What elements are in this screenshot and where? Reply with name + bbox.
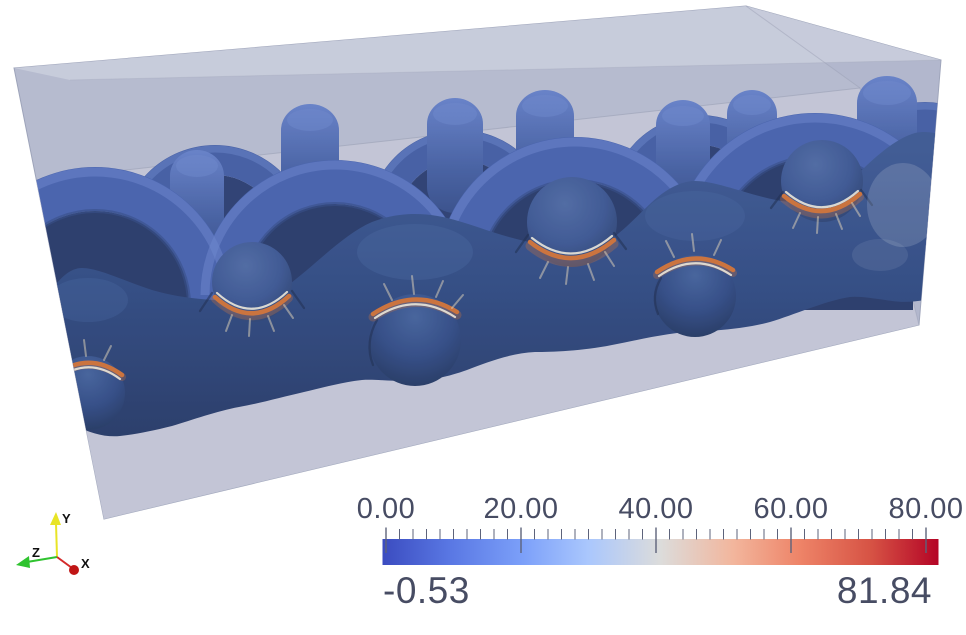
x-axis: X [56,556,90,575]
contact-fringe-rays [59,202,861,363]
colorbar-ticks [385,527,927,553]
z-axis: Z [16,545,58,568]
yarn-sheen [852,163,939,271]
colorbar-tick-label-2: 40.00 [618,493,693,525]
colorbar-max-label: 81.84 [837,570,932,611]
y-axis: Y [50,511,71,558]
colorbar-tick-label-0: 0.00 [357,493,415,525]
y-axis-label: Y [62,511,71,526]
y-axis-arrow-icon [50,512,61,525]
x-axis-arrow-icon [69,565,79,575]
colorbar-min-label: -0.53 [383,570,470,611]
dome-caps [176,81,911,177]
box-front-top-edge [69,59,942,81]
box-front-face-glass [14,6,941,519]
colorbar-tick-label-4: 80.00 [888,493,963,525]
z-axis-arrow-icon [16,556,30,568]
x-axis-label: X [81,556,90,571]
z-axis-label: Z [32,545,40,560]
orientation-axes-widget: Y Z X [16,511,90,575]
warp-lobes-below [51,255,736,430]
front-weft-yarn [46,132,941,437]
woven-yarn-assembly [14,76,941,437]
color-legend[interactable]: 0.00 20.00 40.00 60.00 80.00 -0.53 81.84 [357,493,964,611]
colorbar-tick-label-3: 60.00 [753,493,828,525]
colorbar-gradient [382,539,939,565]
crossing-creases [53,188,874,410]
box-back-right-edge [745,5,861,89]
box-top-face [14,6,941,80]
front-yarn-crest-highlights [48,191,745,322]
colorbar-tick-label-1: 20.00 [483,493,558,525]
